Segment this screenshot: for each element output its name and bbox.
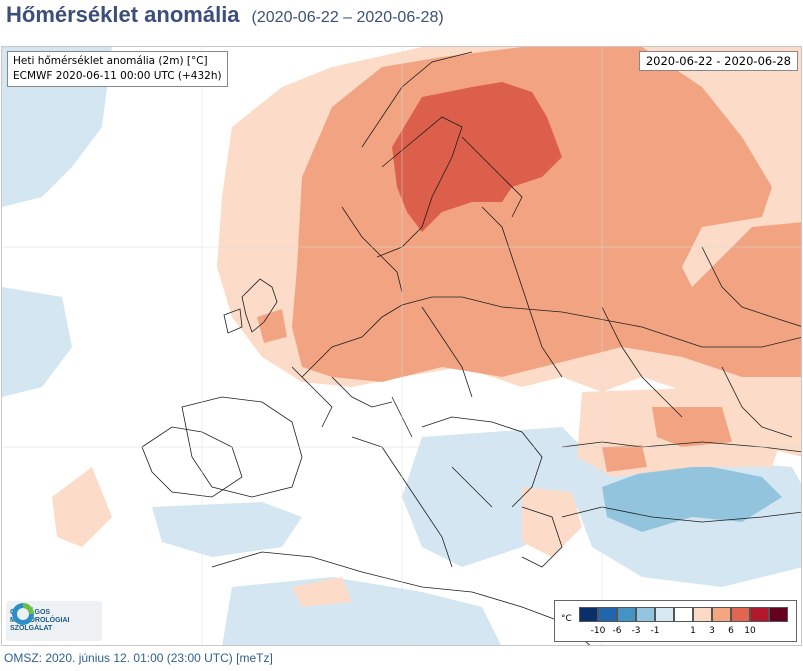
legend-swatch — [579, 607, 598, 622]
legend-swatch — [731, 607, 750, 622]
cool-area-anatolia-core — [602, 465, 782, 532]
info-model-run: ECMWF 2020-06-11 00:00 UTC (+432h) — [13, 70, 222, 82]
legend-swatch — [769, 607, 788, 622]
cool-area-balkans — [402, 427, 602, 567]
logo-line-3: SZOLGÁLAT — [10, 625, 53, 632]
map-date-box: 2020-06-22 - 2020-06-28 — [638, 51, 798, 71]
omsz-logo: ORSZÁGOS METEOROLÓGIAI SZOLGÁLAT — [6, 601, 102, 641]
graticule — [2, 47, 801, 645]
legend-swatch — [712, 607, 731, 622]
warm-light-iberia — [52, 467, 112, 547]
legend-swatch — [617, 607, 636, 622]
legend-swatch — [674, 607, 693, 622]
warm-mid-turkey-west — [602, 445, 647, 472]
warm-mid-uk — [257, 309, 287, 343]
warm-light-greece — [522, 487, 582, 557]
legend-swatch — [598, 607, 617, 622]
title-main: Hőmérséklet anomália — [6, 2, 240, 27]
omsz-logo-icon — [12, 603, 34, 625]
info-parameter: Heti hőmérséklet anomália (2m) [°C] — [13, 55, 208, 67]
warm-mid-anatolia-east — [652, 407, 732, 447]
map-canvas — [2, 47, 801, 645]
legend-swatch — [655, 607, 674, 622]
legend-tick: -1 — [650, 626, 660, 636]
legend-tick: 10 — [744, 626, 756, 636]
cool-area-africa — [222, 577, 501, 645]
map-info-box: Heti hőmérséklet anomália (2m) [°C] ECMW… — [7, 51, 228, 87]
legend-tick: -6 — [612, 626, 622, 636]
cool-area-northwest — [2, 47, 112, 207]
legend-swatch — [693, 607, 712, 622]
color-legend: °C -10 -6 -3 -1 1 3 6 10 — [554, 600, 797, 642]
footer-timestamp: OMSZ: 2020. június 12. 01:00 (23:00 UTC)… — [4, 651, 273, 665]
title-date-range: (2020-06-22 – 2020-06-28) — [251, 9, 444, 26]
legend-tick: 6 — [728, 626, 734, 636]
cool-area-mediterranean — [152, 502, 302, 557]
map-borders — [141, 51, 801, 645]
legend-tick: -10 — [590, 626, 606, 636]
legend-tick: 3 — [709, 626, 715, 636]
warm-light-maghreb — [292, 577, 352, 607]
legend-tick: -3 — [631, 626, 641, 636]
cool-area-atlantic-south — [2, 287, 72, 397]
legend-swatch — [636, 607, 655, 622]
warm-strong-scandinavia — [392, 82, 562, 232]
legend-tick: 1 — [690, 626, 696, 636]
anomaly-map[interactable]: Heti hőmérséklet anomália (2m) [°C] ECMW… — [1, 46, 802, 646]
page-title: Hőmérséklet anomália (2020-06-22 – 2020-… — [6, 2, 444, 30]
legend-unit: °C — [561, 614, 572, 624]
logo-line-2: METEOROLÓGIAI — [10, 617, 70, 624]
legend-swatch — [750, 607, 769, 622]
